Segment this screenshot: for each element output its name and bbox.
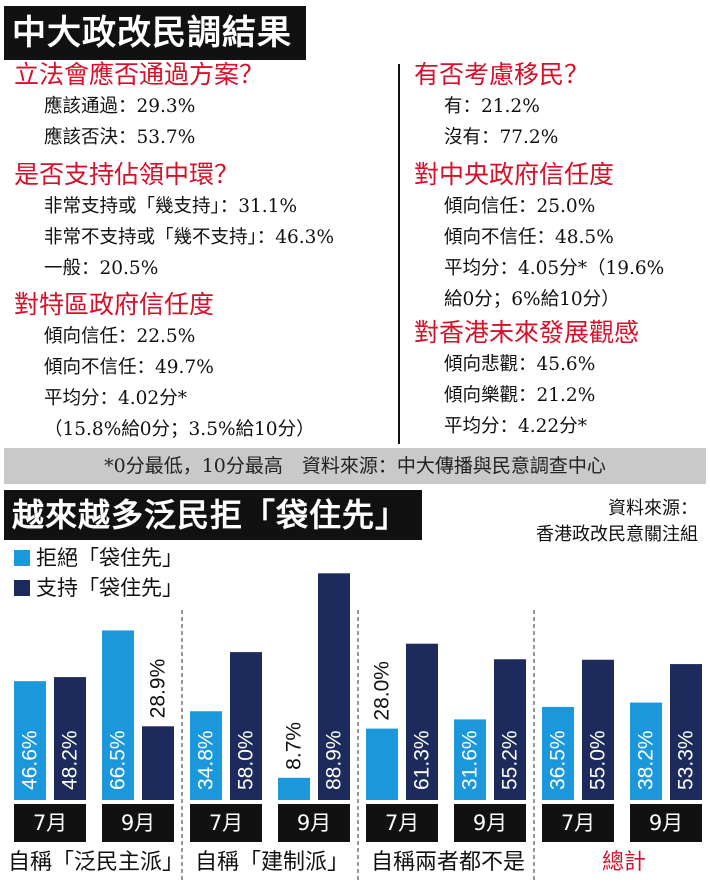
- left-answer: 平均分：4.02分*: [44, 388, 187, 409]
- right-answer: 有：21.2%: [444, 96, 540, 117]
- bar-support: [670, 664, 702, 800]
- bar-support: [142, 726, 174, 800]
- bar-reject: [542, 706, 574, 800]
- left-answer: 應該否決：53.7%: [44, 127, 196, 148]
- right-answer: 平均分：4.05分*（19.6%: [444, 258, 665, 279]
- chart-title: 越來越多泛民拒「袋住先」: [4, 490, 423, 540]
- month-label: 7月: [542, 804, 614, 842]
- bar-value-label: 55.0%: [587, 730, 610, 790]
- bar-support: [494, 659, 526, 800]
- legend-swatch-reject: [14, 550, 30, 566]
- bar-value-label: 38.2%: [635, 730, 658, 790]
- legend-label-support: 支持「袋住先」: [36, 576, 183, 600]
- survey-title: 中大政改民調結果: [4, 6, 306, 60]
- source-note: *0分最低，10分最高 資料來源：中大傳播與民意調查中心: [4, 448, 706, 484]
- bar-reject: [630, 702, 662, 800]
- bar-reject: [454, 719, 486, 800]
- group-label: 自稱兩者都不是: [370, 850, 525, 875]
- bar-reject: [190, 711, 222, 800]
- left-answer: 一般：20.5%: [44, 258, 159, 279]
- right-question-title: 對中央政府信任度: [414, 160, 615, 189]
- bar-reject: [102, 630, 134, 800]
- chart-source-name: 香港政改民意關注組: [536, 524, 698, 545]
- month-label: 9月: [278, 804, 350, 842]
- left-answer: （15.8%給0分；3.5%給10分）: [44, 419, 315, 440]
- bar-value-label: 8.7%: [283, 722, 306, 770]
- left-answer: 非常支持或「幾支持」：31.1%: [44, 196, 298, 217]
- group-label: 自稱「建制派」: [194, 850, 349, 875]
- right-question-title: 有否考慮移民？: [414, 60, 590, 89]
- bar-value-label: 61.3%: [411, 730, 434, 790]
- bar-value-label: 46.6%: [19, 730, 42, 790]
- month-label: 9月: [454, 804, 526, 842]
- right-answer: 傾向樂觀：21.2%: [444, 385, 596, 406]
- bar-value-label: 48.2%: [59, 730, 82, 790]
- month-label: 7月: [190, 804, 262, 842]
- right-answer: 傾向信任：25.0%: [444, 196, 596, 217]
- bar-value-label: 66.5%: [107, 730, 130, 790]
- bar-support: [54, 677, 86, 800]
- left-answer: 傾向信任：22.5%: [44, 326, 196, 347]
- legend-label-reject: 拒絕「袋住先」: [36, 546, 183, 570]
- right-answer: 給0分；6%給10分）: [444, 289, 620, 310]
- bar-value-label: 55.2%: [499, 730, 522, 790]
- right-answer: 平均分：4.22分*: [444, 416, 587, 437]
- month-label: 9月: [630, 804, 702, 842]
- bar-value-label: 28.0%: [371, 661, 394, 721]
- left-question-title: 立法會應否通過方案？: [14, 60, 265, 89]
- bar-value-label: 36.5%: [547, 730, 570, 790]
- month-label: 7月: [366, 804, 438, 842]
- right-answer: 傾向悲觀：45.6%: [444, 354, 596, 375]
- bar-value-label: 28.9%: [147, 659, 170, 719]
- right-answer: 沒有：77.2%: [444, 127, 559, 148]
- bar-support: [582, 659, 614, 800]
- left-answer: 應該通過：29.3%: [44, 96, 196, 117]
- month-label: 7月: [14, 804, 86, 842]
- right-answer: 傾向不信任：48.5%: [444, 227, 614, 248]
- month-label: 9月: [102, 804, 174, 842]
- bar-value-label: 34.8%: [195, 730, 218, 790]
- bar-value-label: 31.6%: [459, 730, 482, 790]
- bar-support: [230, 652, 262, 800]
- left-answer: 非常不支持或「幾不支持」：46.3%: [44, 227, 335, 248]
- group-label: 總計: [601, 850, 646, 875]
- legend-swatch-support: [14, 580, 30, 596]
- left-question-title: 對特區政府信任度: [14, 290, 215, 319]
- group-label: 自稱「泛民主派」: [7, 850, 184, 875]
- bar-support: [406, 643, 438, 800]
- bar-reject: [14, 681, 46, 800]
- bar-reject: [278, 777, 310, 800]
- bar-chart: 46.6% 48.2% 66.5% 28.9% 34.8% 58.0% 8.7% 88.9% 2…: [14, 573, 702, 880]
- bar-support: [318, 573, 350, 800]
- bar-value-label: 58.0%: [235, 730, 258, 790]
- left-answer: 傾向不信任：49.7%: [44, 357, 214, 378]
- left-question-title: 是否支持佔領中環？: [14, 160, 240, 189]
- column-divider: [398, 64, 400, 444]
- right-question-title: 對香港未來發展觀感: [414, 318, 640, 347]
- bar-reject: [366, 728, 398, 800]
- chart-source-label: 資料來源：: [608, 498, 698, 519]
- bar-value-label: 53.3%: [675, 730, 698, 790]
- bar-value-label: 88.9%: [323, 730, 346, 790]
